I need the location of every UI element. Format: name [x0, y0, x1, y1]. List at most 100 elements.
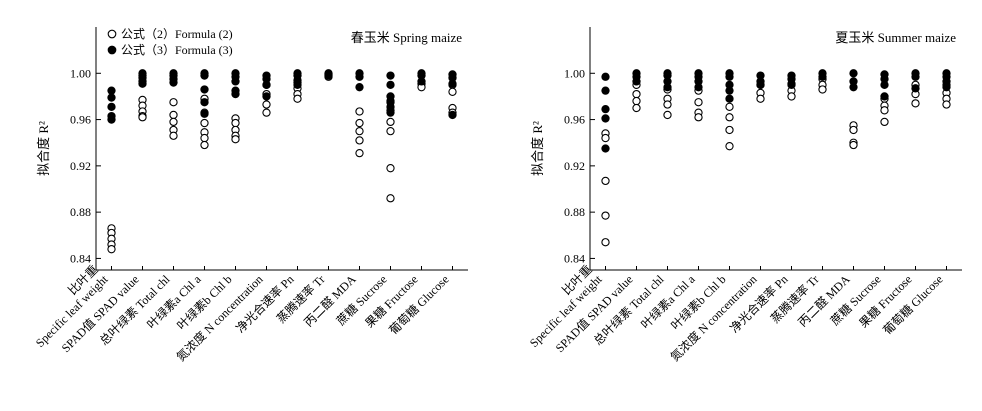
- data-point: [355, 126, 364, 136]
- data-point: [632, 103, 641, 113]
- data-point: [601, 133, 610, 143]
- data-point: [849, 140, 858, 150]
- data-point: [231, 118, 240, 128]
- data-point: [386, 117, 395, 127]
- data-point: [386, 194, 395, 203]
- data-point: [880, 92, 889, 101]
- y-tick-label: 0.92: [564, 159, 585, 173]
- y-axis-label: 拟合度 R²: [530, 121, 545, 176]
- data-point: [169, 78, 178, 87]
- data-point: [231, 89, 240, 99]
- data-point: [107, 93, 116, 102]
- annotation: 春玉米 Spring maize: [351, 30, 462, 45]
- data-point: [262, 92, 271, 101]
- data-point: [138, 113, 147, 122]
- y-tick-label: 1.00: [70, 66, 91, 80]
- data-point: [601, 105, 610, 114]
- y-tick-label: 1.00: [564, 66, 585, 80]
- data-point: [138, 79, 147, 88]
- data-point: [200, 98, 209, 107]
- data-point: [355, 118, 364, 128]
- y-tick-label: 0.84: [70, 251, 91, 265]
- data-point: [355, 148, 364, 158]
- data-point: [107, 115, 116, 124]
- data-point: [725, 94, 734, 103]
- data-point: [942, 100, 951, 109]
- data-point: [386, 80, 395, 90]
- data-point: [880, 80, 889, 90]
- data-point: [169, 110, 178, 120]
- legend-marker: [107, 45, 117, 55]
- y-tick-label: 0.96: [70, 113, 91, 127]
- data-point: [601, 144, 610, 153]
- data-point: [200, 133, 209, 143]
- data-point: [880, 106, 889, 115]
- data-point: [107, 102, 116, 111]
- y-tick-label: 0.92: [70, 159, 91, 173]
- data-point: [355, 83, 364, 92]
- data-point: [787, 80, 796, 90]
- legend-marker: [107, 29, 117, 39]
- data-point: [200, 140, 209, 150]
- data-point: [448, 110, 457, 120]
- data-point: [355, 136, 364, 145]
- data-point: [756, 80, 765, 90]
- data-point: [107, 86, 116, 95]
- data-point: [725, 125, 734, 135]
- data-point: [169, 131, 178, 140]
- data-point: [601, 86, 610, 95]
- y-tick-label: 0.96: [564, 113, 585, 127]
- data-point: [725, 72, 734, 81]
- data-point: [417, 77, 426, 86]
- data-point: [663, 100, 672, 109]
- data-point: [324, 71, 333, 80]
- data-point: [911, 72, 920, 81]
- data-point: [880, 117, 889, 127]
- data-point: [601, 211, 610, 220]
- data-point: [632, 96, 641, 106]
- data-point: [663, 110, 672, 120]
- data-point: [725, 113, 734, 122]
- data-point: [849, 69, 858, 78]
- data-point: [231, 135, 240, 144]
- data-point: [386, 164, 395, 173]
- data-point: [448, 87, 457, 96]
- data-point: [756, 94, 765, 103]
- data-point: [849, 83, 858, 92]
- data-point: [694, 83, 703, 92]
- data-point: [725, 102, 734, 111]
- data-point: [787, 92, 796, 101]
- y-tick-label: 0.88: [564, 205, 585, 219]
- data-point: [293, 94, 302, 103]
- data-point: [849, 125, 858, 135]
- data-point: [386, 108, 395, 117]
- data-point: [601, 176, 610, 186]
- data-point: [632, 77, 641, 86]
- y-tick-label: 0.88: [70, 205, 91, 219]
- data-point: [694, 98, 703, 107]
- annotation: 夏玉米 Summer maize: [835, 30, 956, 45]
- data-point: [694, 113, 703, 122]
- data-point: [386, 71, 395, 80]
- data-point: [601, 114, 610, 123]
- data-point: [601, 238, 610, 247]
- data-point: [355, 107, 364, 116]
- y-axis-label: 拟合度 R²: [36, 121, 51, 176]
- data-point: [725, 86, 734, 95]
- data-point: [231, 77, 240, 86]
- data-point: [725, 142, 734, 151]
- data-point: [601, 72, 610, 81]
- data-point: [632, 89, 641, 99]
- data-point: [200, 71, 209, 80]
- data-point: [293, 80, 302, 90]
- data-point: [355, 72, 364, 81]
- data-point: [663, 83, 672, 92]
- data-point: [911, 99, 920, 108]
- y-tick-label: 0.84: [564, 251, 585, 265]
- data-point: [200, 85, 209, 94]
- data-point: [818, 85, 827, 94]
- data-point: [107, 245, 116, 254]
- data-point: [818, 72, 827, 81]
- data-point: [169, 117, 178, 127]
